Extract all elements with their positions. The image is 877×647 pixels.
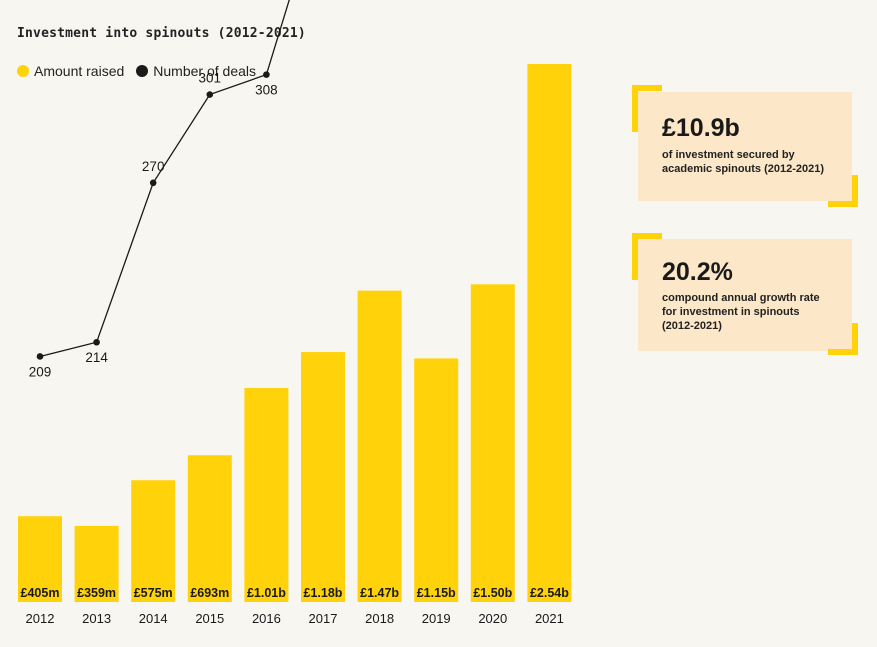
deals-point — [263, 71, 270, 78]
stat-value-investment: £10.9b — [662, 114, 740, 142]
x-tick-label: 2013 — [82, 611, 111, 626]
stat-desc-growth: compound annual growth rate for investme… — [662, 291, 820, 333]
stat-desc-line: academic spinouts (2012-2021) — [662, 163, 825, 175]
bar — [470, 284, 515, 602]
bar-value-label: £575m — [134, 586, 173, 600]
corner-accent-icon — [632, 85, 662, 132]
x-tick-label: 2020 — [478, 611, 507, 626]
bar-value-label: £2.54b — [530, 586, 569, 600]
bar-value-label: £693m — [190, 586, 229, 600]
x-tick-label: 2018 — [365, 611, 394, 626]
deals-line — [39, 0, 290, 358]
bar — [301, 352, 345, 602]
bar — [131, 480, 176, 602]
bar — [527, 64, 572, 602]
corner-accent-icon — [828, 323, 858, 355]
deals-value-label: 209 — [29, 364, 52, 379]
stat-desc-line: compound annual growth rate — [662, 292, 820, 304]
chart-legend: Amount raised Number of deals — [17, 63, 268, 79]
deals-value-label: 270 — [142, 159, 165, 174]
bar-value-label: £359m — [77, 586, 116, 600]
deals-value-label: 308 — [255, 83, 278, 98]
bar — [74, 525, 119, 602]
deals-point — [36, 353, 44, 360]
bar — [357, 290, 402, 602]
bar — [244, 388, 289, 602]
stat-card-growth: 20.2% compound annual growth rate for in… — [638, 239, 852, 351]
x-tick-label: 2012 — [26, 611, 55, 626]
bar-value-label: £1.01b — [247, 586, 286, 600]
legend-swatch-amount — [17, 65, 29, 77]
stat-desc-line: of investment secured by — [662, 149, 795, 161]
stat-desc-line: for investment in spinouts — [662, 306, 800, 318]
deals-point — [206, 91, 214, 98]
legend-swatch-deals — [136, 65, 149, 77]
x-tick-label: 2017 — [309, 611, 338, 626]
stat-desc-investment: of investment secured by academic spinou… — [662, 148, 824, 176]
bar — [18, 516, 62, 602]
stat-card-investment: £10.9b of investment secured by academic… — [638, 92, 852, 201]
legend-item-deals: Number of deals — [136, 63, 256, 79]
legend-item-amount: Amount raised — [17, 63, 124, 79]
legend-label-deals: Number of deals — [153, 63, 256, 79]
bar — [414, 358, 459, 602]
combo-chart: £405m £359m £575m £693m £1.01b £1.18b £1.47b £1… — [18, 0, 572, 626]
stat-value-growth: 20.2% — [662, 258, 733, 286]
x-tick-label: 2014 — [139, 611, 168, 626]
deals-point — [149, 179, 157, 187]
corner-accent-icon — [828, 175, 858, 207]
stat-desc-line: (2012-2021) — [662, 320, 722, 332]
chart-title: Investment into spinouts (2012-2021) — [17, 26, 306, 41]
corner-accent-icon — [632, 233, 662, 280]
x-tick-label: 2021 — [535, 611, 564, 626]
bar-value-label: £1.15b — [417, 586, 456, 600]
bar-value-label: £405m — [21, 586, 60, 600]
deals-point — [93, 338, 100, 346]
x-tick-label: 2015 — [195, 611, 224, 626]
bar-value-label: £1.18b — [304, 586, 343, 600]
deals-value-label: 214 — [85, 350, 108, 365]
x-tick-label: 2016 — [252, 611, 281, 626]
bar — [187, 455, 232, 602]
x-tick-label: 2019 — [422, 611, 451, 626]
bar-value-label: £1.47b — [360, 586, 399, 600]
legend-label-amount: Amount raised — [34, 63, 125, 79]
bar-value-label: £1.50b — [473, 586, 512, 600]
deals-value-label: 301 — [199, 71, 222, 86]
